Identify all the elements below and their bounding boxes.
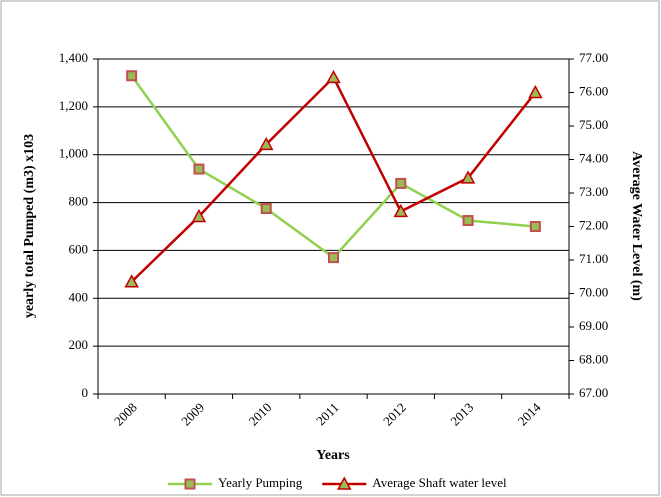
y-tick-label: 600 — [69, 241, 89, 256]
data-point — [258, 136, 274, 151]
data-point — [126, 70, 138, 82]
data-point — [460, 170, 476, 184]
y2-axis-title: Average Water Level (m) — [629, 151, 644, 301]
data-point — [193, 163, 205, 175]
y-tick-label: 1,000 — [59, 146, 88, 161]
y2-tick-label: 69.00 — [579, 318, 608, 333]
data-point — [328, 252, 339, 264]
y-tick-label: 400 — [69, 289, 89, 304]
data-point — [528, 84, 543, 99]
data-point — [124, 274, 139, 288]
x-axis-title: Years — [316, 448, 350, 463]
legend-marker — [337, 476, 352, 490]
legend-marker — [184, 478, 196, 490]
data-point — [395, 177, 407, 189]
data-point — [191, 208, 207, 223]
y2-tick-label: 72.00 — [579, 217, 608, 232]
data-point — [260, 203, 272, 215]
y2-tick-label: 68.00 — [579, 351, 608, 366]
y2-tick-label: 67.00 — [579, 385, 608, 400]
legend-label: Average Shaft water level — [372, 475, 507, 490]
y2-tick-label: 77.00 — [579, 50, 608, 65]
y2-tick-label: 73.00 — [579, 184, 608, 199]
y-tick-label: 800 — [69, 194, 89, 209]
data-point — [462, 215, 474, 227]
data-point — [529, 221, 541, 232]
legend-label: Yearly Pumping — [218, 475, 303, 490]
data-point — [326, 69, 341, 84]
y-tick-label: 1,400 — [59, 50, 88, 65]
y2-tick-label: 71.00 — [579, 251, 608, 266]
y2-tick-label: 70.00 — [579, 284, 608, 299]
y2-tick-label: 76.00 — [579, 83, 608, 98]
data-point — [393, 203, 409, 218]
y-tick-label: 200 — [69, 337, 89, 352]
y-tick-label: 1,200 — [59, 98, 88, 113]
y-tick-label: 0 — [82, 385, 89, 400]
y2-tick-label: 75.00 — [579, 117, 608, 132]
y-axis-title: yearly total Pumped (m3) x103 — [22, 134, 37, 318]
y2-tick-label: 74.00 — [579, 150, 608, 165]
